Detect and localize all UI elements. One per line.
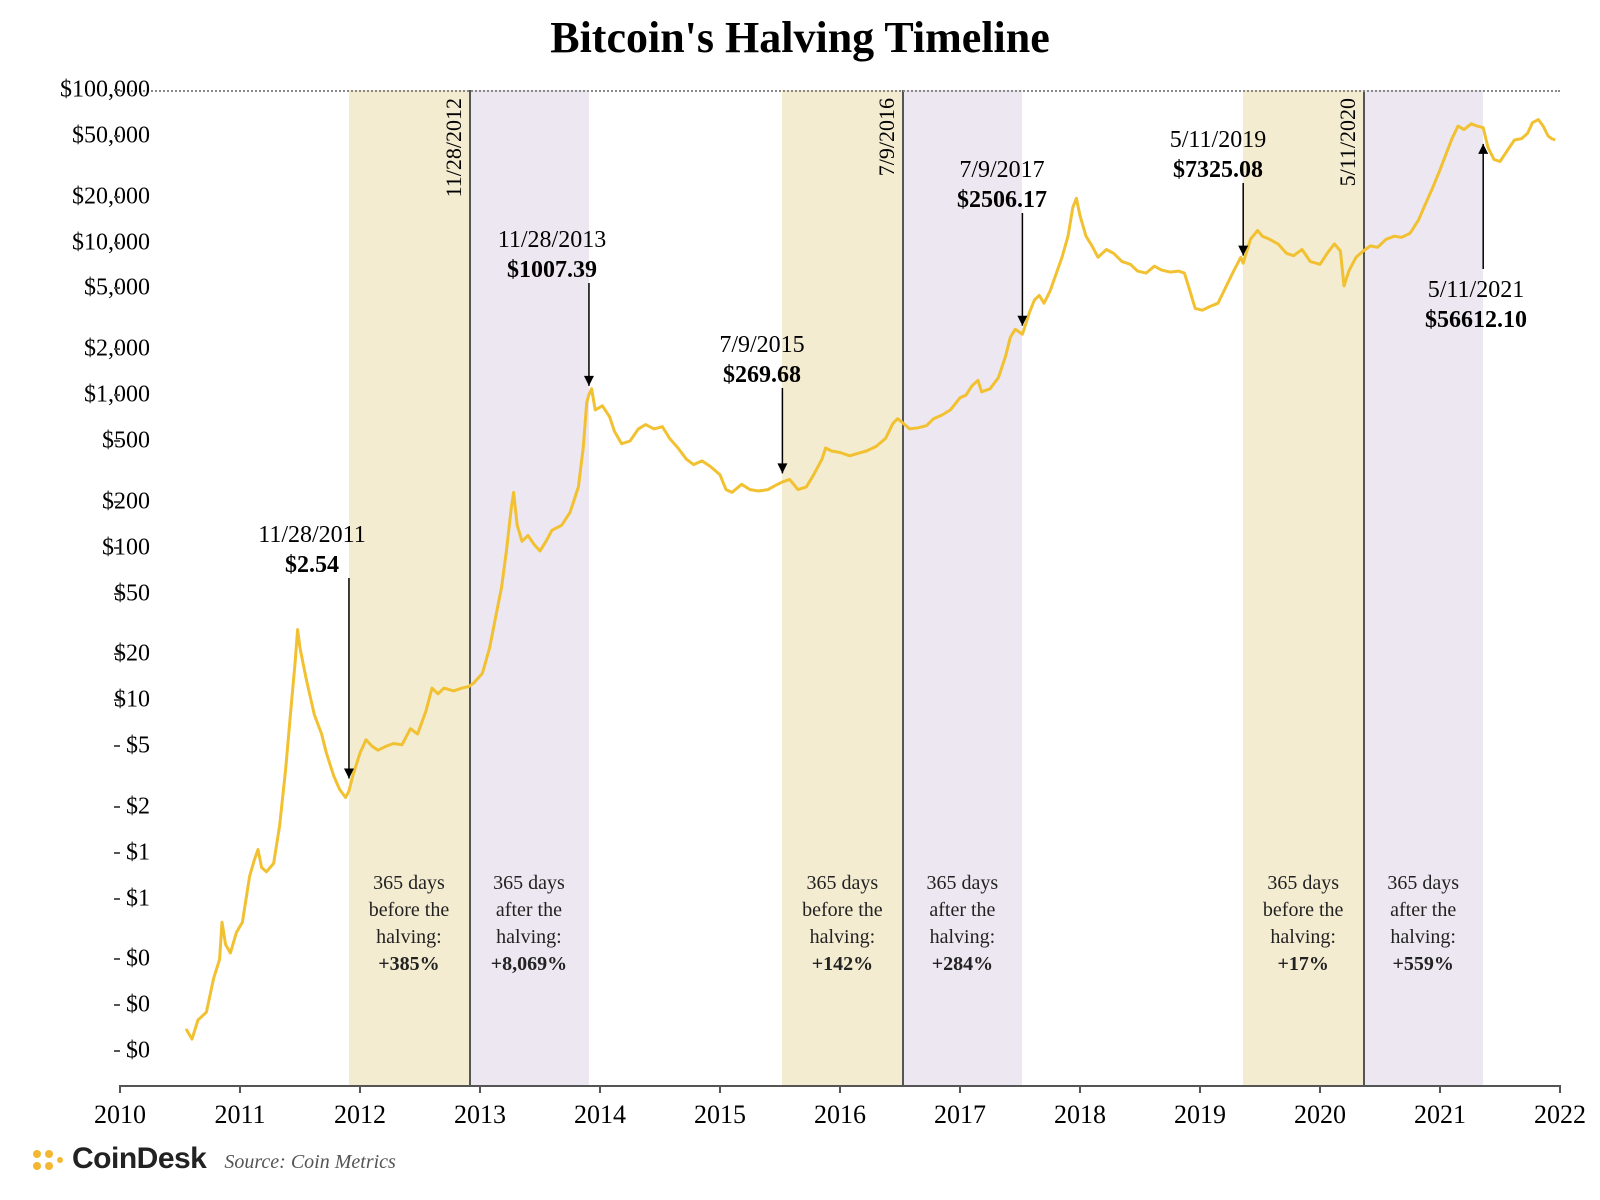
callout-arrow — [584, 283, 594, 386]
price-callout: 11/28/2011$2.54 — [222, 520, 402, 580]
x-tick-label: 2018 — [1054, 1100, 1106, 1130]
coindesk-logo: CoinDesk — [30, 1142, 206, 1182]
halving-date-label: 7/9/2016 — [874, 98, 900, 176]
x-tick-label: 2020 — [1294, 1100, 1346, 1130]
x-tick-label: 2012 — [334, 1100, 386, 1130]
x-tick-label: 2016 — [814, 1100, 866, 1130]
price-callout: 5/11/2021$56612.10 — [1386, 275, 1566, 335]
halving-date-label: 5/11/2020 — [1335, 98, 1361, 186]
price-callout: 7/9/2017$2506.17 — [912, 155, 1092, 215]
callout-arrow — [1017, 213, 1027, 326]
band-after-label: 365 daysafter thehalving:+559% — [1368, 870, 1478, 978]
halving-date-label: 11/28/2012 — [441, 98, 467, 197]
price-callout: 7/9/2015$269.68 — [672, 330, 852, 390]
price-callout: 11/28/2013$1007.39 — [462, 225, 642, 285]
band-before-label: 365 daysbefore thehalving:+142% — [787, 870, 897, 978]
chart-title: Bitcoin's Halving Timeline — [0, 0, 1600, 63]
x-tick-label: 2022 — [1534, 1100, 1586, 1130]
coindesk-logo-icon — [30, 1147, 64, 1182]
x-tick-label: 2017 — [934, 1100, 986, 1130]
callout-arrow — [777, 388, 787, 473]
price-callout: 5/11/2019$7325.08 — [1128, 125, 1308, 185]
footer: CoinDesk Source: Coin Metrics — [30, 1142, 396, 1182]
callout-arrow — [1478, 144, 1488, 269]
band-before-label: 365 daysbefore thehalving:+385% — [354, 870, 464, 978]
band-after-label: 365 daysafter thehalving:+8,069% — [474, 870, 584, 978]
coindesk-logo-text: CoinDesk — [72, 1142, 206, 1175]
band-after-label: 365 daysafter thehalving:+284% — [907, 870, 1017, 978]
x-tick-label: 2019 — [1174, 1100, 1226, 1130]
x-tick-label: 2013 — [454, 1100, 506, 1130]
x-tick-label: 2011 — [214, 1100, 265, 1130]
x-tick-label: 2015 — [694, 1100, 746, 1130]
callout-arrow — [344, 578, 354, 778]
source-attribution: Source: Coin Metrics — [224, 1151, 395, 1174]
x-tick-label: 2010 — [94, 1100, 146, 1130]
band-before-label: 365 daysbefore thehalving:+17% — [1248, 870, 1358, 978]
x-tick-label: 2021 — [1414, 1100, 1466, 1130]
callout-arrow — [1238, 183, 1248, 256]
x-tick-label: 2014 — [574, 1100, 626, 1130]
